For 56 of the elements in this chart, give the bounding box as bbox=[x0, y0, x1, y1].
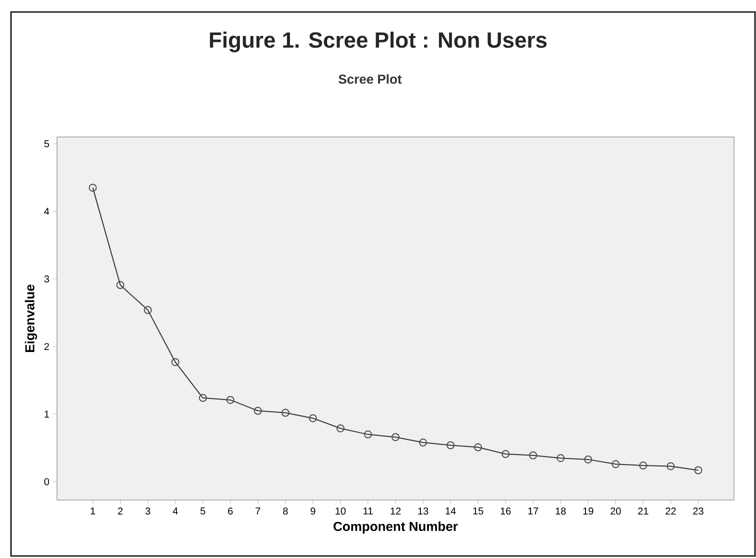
point bbox=[226, 396, 234, 404]
x-tick-label: 15 bbox=[473, 508, 484, 515]
point bbox=[446, 441, 455, 450]
y-axis-title: Eigenvalue bbox=[24, 284, 38, 352]
point bbox=[116, 281, 124, 290]
point bbox=[336, 424, 344, 432]
chart-title: Figure 1. Scree Plot : Non Users bbox=[210, 32, 547, 52]
x-tick-label: 5 bbox=[200, 508, 206, 515]
point bbox=[364, 430, 372, 438]
point bbox=[612, 460, 620, 468]
point bbox=[88, 184, 97, 192]
x-tick-label: 4 bbox=[172, 508, 178, 514]
point bbox=[666, 462, 675, 470]
x-tick-label: 1 bbox=[90, 508, 96, 514]
x-axis-title: Component Number bbox=[334, 521, 458, 534]
x-tick-label: 20 bbox=[610, 508, 621, 515]
point bbox=[281, 408, 290, 417]
point bbox=[502, 450, 510, 458]
x-tick-label: 13 bbox=[418, 508, 428, 515]
point bbox=[584, 455, 592, 464]
x-tick-label: 14 bbox=[446, 508, 456, 514]
point bbox=[529, 451, 538, 460]
point bbox=[392, 433, 400, 442]
y-tick-label: 4 bbox=[44, 208, 50, 215]
point bbox=[694, 466, 702, 474]
point bbox=[474, 443, 482, 452]
x-tick-label: 7 bbox=[256, 508, 260, 514]
point bbox=[419, 438, 428, 447]
x-tick-label: 6 bbox=[228, 508, 233, 515]
chart-subtitle: Scree Plot bbox=[338, 74, 402, 84]
y-tick-label: 1 bbox=[44, 410, 49, 418]
x-tick-label: 8 bbox=[283, 508, 288, 515]
x-tick-label: 11 bbox=[364, 508, 373, 514]
x-tick-label: 18 bbox=[556, 508, 566, 515]
x-tick-label: 16 bbox=[500, 508, 511, 515]
x-tick-label: 19 bbox=[583, 508, 594, 515]
point bbox=[308, 414, 317, 422]
x-tick-label: 22 bbox=[666, 508, 676, 515]
point bbox=[171, 358, 180, 366]
x-tick-label: 21 bbox=[638, 508, 648, 515]
point bbox=[144, 306, 152, 314]
point bbox=[639, 462, 648, 470]
y-tick-label: 5 bbox=[44, 140, 50, 148]
x-tick-label: 10 bbox=[336, 508, 346, 515]
point bbox=[254, 406, 262, 415]
point bbox=[198, 394, 207, 402]
x-tick-label: 2 bbox=[118, 508, 123, 515]
x-tick-label: 17 bbox=[528, 508, 538, 514]
y-tick-label: 0 bbox=[44, 478, 50, 486]
point bbox=[556, 454, 565, 462]
y-tick-label: 2 bbox=[44, 343, 49, 350]
x-tick-label: 9 bbox=[310, 508, 316, 515]
y-tick-label: 3 bbox=[44, 275, 50, 282]
x-tick-label: 3 bbox=[145, 508, 150, 515]
x-tick-label: 12 bbox=[390, 508, 401, 515]
x-tick-label: 23 bbox=[693, 508, 704, 515]
